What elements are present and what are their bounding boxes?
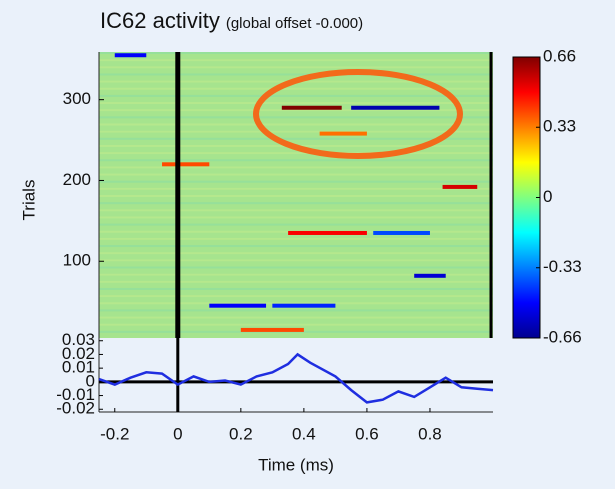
y-axis-label: Trials bbox=[19, 180, 38, 221]
texture bbox=[99, 245, 493, 248]
y-tick-label: -0.01 bbox=[56, 385, 95, 404]
colorbar-tick-label: 0.66 bbox=[543, 46, 576, 65]
texture bbox=[99, 102, 493, 105]
colorbar bbox=[512, 56, 541, 339]
y-tick-label: 300 bbox=[63, 89, 91, 108]
y-tick-label: 200 bbox=[63, 170, 91, 189]
texture bbox=[99, 309, 493, 312]
texture bbox=[99, 66, 493, 69]
texture bbox=[99, 216, 493, 219]
streak bbox=[162, 162, 210, 167]
y-tick-label: -0.02 bbox=[56, 399, 95, 418]
chart-title: IC62 activity bbox=[100, 8, 220, 33]
texture bbox=[99, 109, 493, 112]
texture bbox=[99, 266, 493, 269]
texture bbox=[99, 159, 493, 162]
streak bbox=[414, 273, 446, 278]
texture bbox=[99, 252, 493, 255]
erp-line bbox=[98, 352, 494, 404]
texture bbox=[99, 323, 493, 326]
texture bbox=[99, 280, 493, 283]
texture bbox=[99, 180, 493, 183]
colorbar-tick-label: -0.33 bbox=[543, 257, 582, 276]
texture bbox=[99, 202, 493, 205]
streak bbox=[351, 105, 440, 110]
streak bbox=[209, 303, 267, 308]
x-tick-label: -0.2 bbox=[100, 424, 129, 443]
texture bbox=[99, 123, 493, 126]
colorbar-tick-label: 0.33 bbox=[543, 117, 576, 136]
texture bbox=[99, 259, 493, 262]
y-tick-label: 0.02 bbox=[62, 344, 95, 363]
texture bbox=[99, 187, 493, 190]
colorbar-tick-label: -0.66 bbox=[543, 327, 582, 346]
streak bbox=[114, 53, 147, 58]
texture bbox=[99, 273, 493, 276]
colorbar-tick-label: 0 bbox=[543, 187, 552, 206]
texture bbox=[99, 173, 493, 176]
texture bbox=[99, 287, 493, 290]
x-tick-label: 0.8 bbox=[418, 424, 442, 443]
highlight-ellipse bbox=[253, 69, 463, 159]
texture bbox=[99, 316, 493, 319]
texture bbox=[99, 166, 493, 169]
x-tick-label: 0.2 bbox=[229, 424, 253, 443]
texture bbox=[99, 87, 493, 90]
texture bbox=[99, 237, 493, 240]
texture bbox=[99, 152, 493, 155]
y-tick-label: 100 bbox=[63, 251, 91, 270]
texture bbox=[99, 223, 493, 226]
streak bbox=[319, 131, 367, 136]
x-axis-label: Time (ms) bbox=[258, 455, 334, 474]
texture bbox=[99, 209, 493, 212]
y-tick-label: 0.03 bbox=[62, 330, 95, 349]
streak bbox=[272, 303, 336, 308]
chart-subtitle: (global offset -0.000) bbox=[226, 15, 363, 32]
texture bbox=[99, 59, 493, 62]
streak bbox=[240, 327, 304, 332]
x-tick-label: 0.6 bbox=[355, 424, 379, 443]
streak bbox=[281, 105, 342, 110]
streak bbox=[288, 230, 367, 235]
x-tick-label: 0 bbox=[173, 424, 182, 443]
texture bbox=[99, 195, 493, 197]
texture bbox=[99, 137, 493, 140]
texture bbox=[99, 73, 493, 76]
texture bbox=[99, 116, 493, 119]
y-tick-label: 0 bbox=[86, 371, 95, 390]
streak bbox=[373, 230, 430, 235]
texture bbox=[99, 130, 493, 133]
streak bbox=[442, 184, 478, 189]
texture bbox=[99, 94, 493, 97]
texture bbox=[99, 302, 493, 305]
texture bbox=[99, 52, 493, 54]
x-tick-label: 0.4 bbox=[292, 424, 316, 443]
y-tick-label: 0.01 bbox=[62, 358, 95, 377]
texture bbox=[99, 295, 493, 298]
